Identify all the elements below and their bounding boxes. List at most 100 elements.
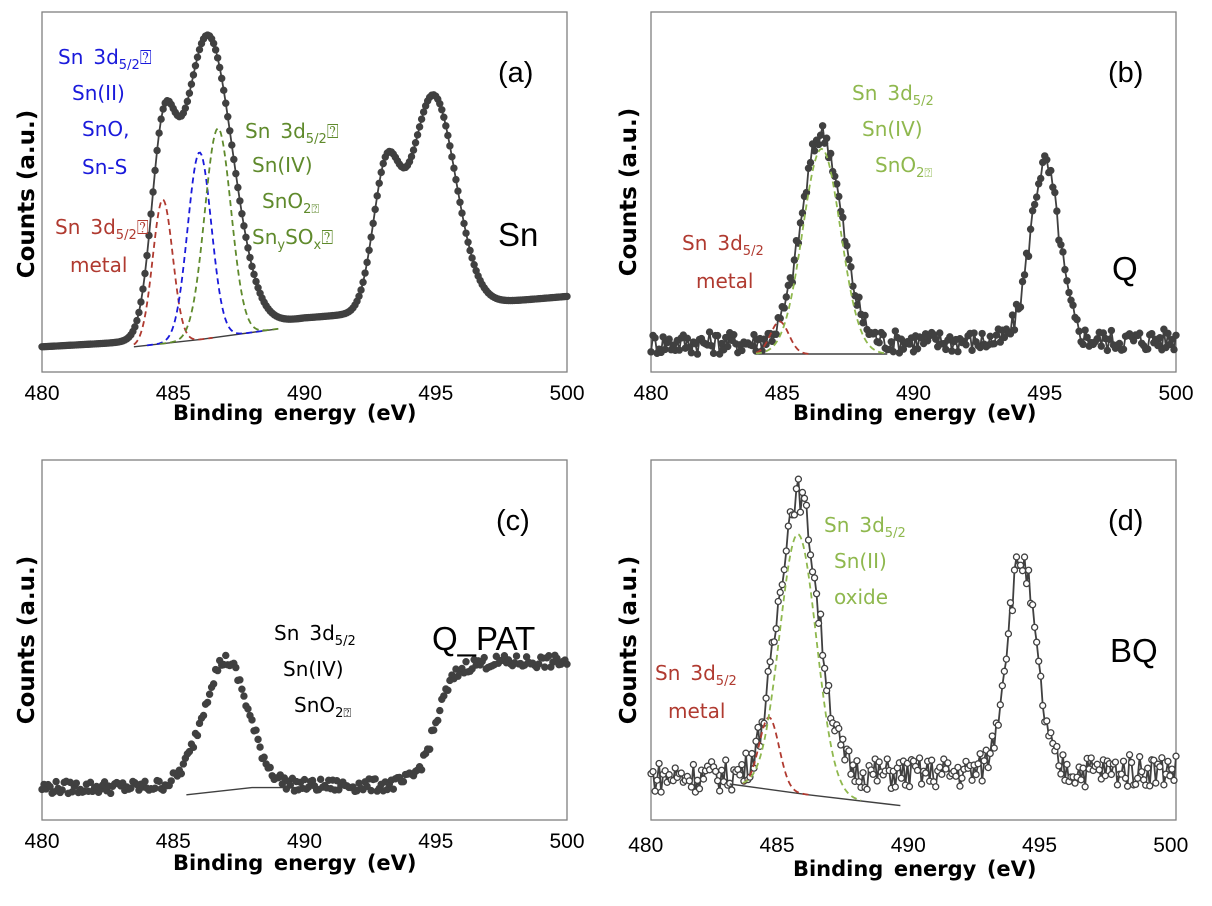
data-point bbox=[980, 757, 988, 765]
data-point bbox=[545, 652, 553, 660]
data-point bbox=[1057, 770, 1065, 778]
data-point bbox=[928, 756, 936, 764]
data-point bbox=[444, 131, 452, 140]
data-point bbox=[956, 782, 964, 790]
svg-text:Sn 3d5/2: Sn 3d5/2 bbox=[655, 661, 743, 689]
data-point bbox=[143, 251, 151, 260]
data-point bbox=[1063, 277, 1071, 285]
data-point bbox=[986, 332, 994, 341]
annotation-metal: Sn 3d5/2⍰ metal bbox=[55, 215, 149, 277]
data-point bbox=[438, 106, 446, 114]
data-point bbox=[452, 175, 460, 184]
svg-text:oxide: oxide bbox=[834, 585, 908, 609]
data-point bbox=[1138, 768, 1146, 776]
x-tick-label: 490 bbox=[287, 382, 322, 405]
data-point bbox=[782, 547, 790, 555]
y-axis-label: Counts (a.u.) bbox=[14, 110, 40, 279]
data-point bbox=[770, 638, 778, 646]
data-point bbox=[369, 219, 377, 228]
data-point bbox=[563, 660, 571, 668]
series-layer bbox=[38, 651, 571, 798]
data-point bbox=[814, 619, 823, 627]
data-point bbox=[436, 100, 444, 108]
data-point bbox=[133, 316, 141, 325]
data-point bbox=[683, 334, 692, 343]
data-point bbox=[843, 242, 851, 250]
data-point bbox=[849, 761, 857, 769]
data-point bbox=[754, 723, 762, 732]
svg-text:Sn 3d5/2: Sn 3d5/2 bbox=[824, 513, 912, 541]
data-point bbox=[1101, 772, 1109, 780]
data-point bbox=[921, 769, 930, 777]
data-point bbox=[1144, 345, 1152, 353]
data-point bbox=[839, 213, 847, 222]
data-point bbox=[707, 342, 716, 350]
data-point bbox=[436, 706, 444, 715]
data-point bbox=[889, 347, 898, 356]
data-point bbox=[762, 694, 770, 702]
data-point bbox=[155, 777, 163, 786]
data-point bbox=[988, 732, 996, 740]
data-point bbox=[448, 153, 456, 161]
data-point bbox=[695, 785, 704, 793]
data-point bbox=[1131, 780, 1140, 789]
data-point bbox=[802, 501, 811, 509]
data-point bbox=[1063, 760, 1071, 769]
data-point bbox=[266, 763, 274, 772]
panel-label: (d) bbox=[1108, 505, 1143, 537]
data-point bbox=[1000, 667, 1009, 675]
data-point bbox=[917, 780, 926, 788]
data-point bbox=[1097, 342, 1105, 350]
data-point bbox=[1022, 579, 1031, 588]
svg-text:Sn-S: Sn-S bbox=[82, 155, 147, 179]
data-point bbox=[798, 488, 807, 497]
data-point bbox=[814, 140, 823, 149]
svg-text:SnO2⍰: SnO2⍰ bbox=[875, 153, 932, 181]
data-point bbox=[58, 786, 66, 794]
data-point bbox=[187, 80, 196, 88]
data-point bbox=[1123, 782, 1132, 790]
data-point bbox=[1071, 779, 1079, 787]
data-point bbox=[195, 45, 204, 54]
data-point bbox=[818, 651, 827, 660]
data-point bbox=[693, 776, 702, 784]
data-point bbox=[1156, 763, 1164, 771]
data-point bbox=[784, 522, 792, 530]
data-point bbox=[434, 716, 442, 725]
data-point bbox=[1133, 774, 1142, 782]
data-point bbox=[442, 122, 450, 130]
plot-frame bbox=[41, 11, 568, 373]
data-point bbox=[839, 735, 847, 743]
data-point bbox=[806, 551, 815, 559]
annotation-sn-ii: Sn 3d5/2 Sn(II) oxide bbox=[824, 513, 912, 609]
panel-d: 480 485 490 495 500 Binding energy (eV) … bbox=[616, 459, 1199, 881]
data-point bbox=[748, 341, 756, 350]
data-point bbox=[419, 108, 428, 116]
data-point bbox=[446, 142, 454, 150]
data-point bbox=[1152, 779, 1160, 787]
x-ticks: 480 485 490 495 500 bbox=[628, 834, 1199, 857]
data-point bbox=[1032, 193, 1041, 201]
data-point bbox=[151, 166, 159, 175]
annotation-sn-iv: Sn 3d5/2 Sn(IV) SnO2⍰ bbox=[274, 621, 362, 721]
data-point bbox=[127, 784, 135, 792]
data-point bbox=[782, 293, 790, 301]
data-point bbox=[1144, 764, 1152, 772]
data-point bbox=[837, 741, 845, 749]
data-point bbox=[1051, 188, 1059, 197]
data-point bbox=[411, 139, 420, 147]
data-point bbox=[647, 348, 655, 356]
data-point bbox=[215, 63, 224, 72]
data-point bbox=[788, 278, 797, 287]
svg-text:Sn(II): Sn(II) bbox=[834, 549, 897, 573]
data-point bbox=[1059, 751, 1067, 759]
data-point bbox=[454, 187, 462, 195]
data-point bbox=[240, 692, 248, 700]
data-point bbox=[189, 743, 198, 752]
data-point bbox=[232, 169, 240, 178]
data-point bbox=[145, 231, 153, 240]
data-trace bbox=[650, 479, 1177, 793]
data-point bbox=[238, 685, 246, 693]
data-point bbox=[563, 292, 571, 301]
data-point bbox=[417, 115, 426, 123]
